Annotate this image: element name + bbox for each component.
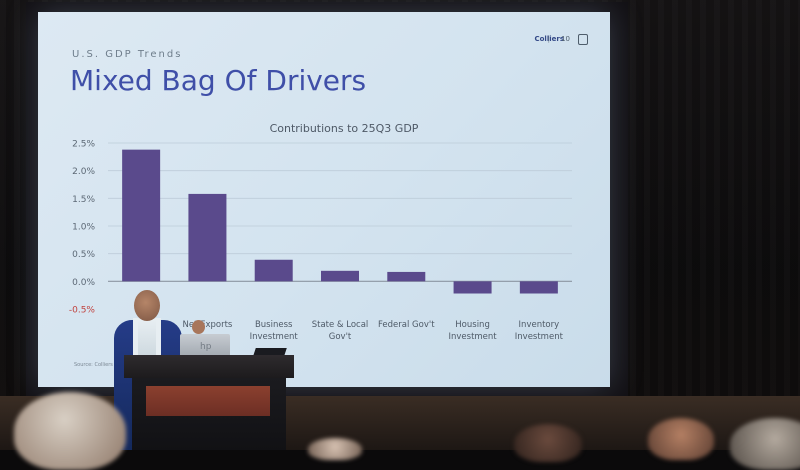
gdp-bar-chart: 2.5%2.0%1.5%1.0%0.5%0.0%-0.5%CNet Export… bbox=[69, 140, 572, 342]
presenter-head bbox=[134, 290, 160, 321]
audience-head bbox=[514, 424, 582, 462]
slide-kicker: U.S. GDP Trends bbox=[72, 49, 183, 60]
audience-head bbox=[308, 438, 362, 460]
y-tick-label: 0.0% bbox=[72, 278, 95, 288]
x-tick-label: Net Exports bbox=[182, 320, 232, 330]
presenter-lapel bbox=[138, 320, 156, 365]
audience-head bbox=[730, 418, 800, 470]
audience-head bbox=[648, 418, 714, 460]
x-tick-label: Inventory Investment bbox=[515, 320, 564, 342]
x-tick-label: Federal Gov't bbox=[378, 320, 435, 330]
laptop-logo-icon: hp bbox=[200, 342, 212, 352]
podium-wood-panel bbox=[146, 386, 270, 416]
bar-federal-gov-t bbox=[387, 271, 426, 282]
bar-business-investment bbox=[254, 259, 293, 282]
x-tick-label: State & Local Gov't bbox=[312, 320, 369, 342]
slide-title: Mixed Bag Of Drivers bbox=[70, 64, 367, 97]
bar-housing-investment bbox=[453, 281, 492, 294]
bar-inventory-investment bbox=[519, 281, 558, 294]
podium-top bbox=[124, 355, 294, 378]
y-tick-label: -0.5% bbox=[69, 306, 96, 316]
y-tick-label: 2.5% bbox=[72, 140, 95, 150]
x-tick-label: Business Investment bbox=[250, 320, 299, 342]
bar-consumer bbox=[122, 149, 161, 282]
y-tick-label: 1.0% bbox=[72, 223, 95, 233]
audience-head bbox=[14, 392, 126, 470]
chart-title: Contributions to 25Q3 GDP bbox=[269, 122, 419, 135]
hand-icon bbox=[578, 34, 588, 45]
y-tick-label: 1.5% bbox=[72, 195, 95, 205]
page-number: 10 bbox=[561, 35, 570, 43]
x-tick-label: Housing Investment bbox=[448, 320, 497, 342]
source-note: Source: Colliers bbox=[74, 362, 113, 368]
brand-divider: | bbox=[547, 35, 550, 43]
brand-label: Colliers bbox=[534, 35, 564, 43]
y-tick-label: 0.5% bbox=[72, 250, 95, 260]
bar-net-exports bbox=[188, 193, 227, 282]
bar-state-local-gov-t bbox=[321, 270, 359, 282]
y-tick-label: 2.0% bbox=[72, 167, 95, 177]
presenter-hand bbox=[192, 320, 205, 334]
